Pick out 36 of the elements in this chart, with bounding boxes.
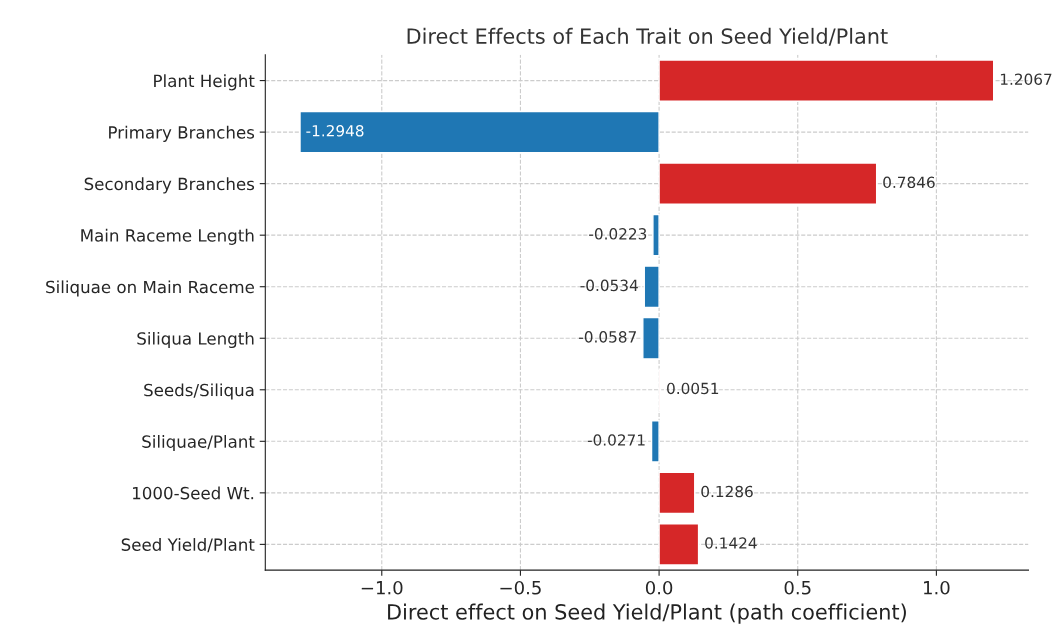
data-label: 0.1286: [701, 485, 753, 498]
bar: [642, 316, 660, 360]
bar: [658, 471, 696, 515]
y-tick-label: Siliquae on Main Raceme: [46, 280, 254, 297]
data-label: 0.7846: [883, 176, 935, 189]
y-tick-label: Siliqua Length: [137, 331, 254, 349]
chart-title: Direct Effects of Each Trait on Seed Yield/Plant: [407, 27, 888, 46]
bar: [658, 162, 878, 205]
bar: [650, 420, 660, 463]
data-label: -0.0223: [589, 228, 647, 240]
bar: [652, 213, 660, 257]
y-tick-label: Siliquae/Plant: [142, 434, 255, 452]
x-tick-label: 0.5: [784, 580, 811, 595]
y-tick-label: Primary Branches: [109, 125, 255, 142]
y-tick-label: 1000-Seed Wt.: [133, 486, 254, 500]
bar: [658, 523, 700, 566]
y-tick-label: Main Raceme Length: [81, 228, 254, 245]
data-label: -1.2948: [306, 124, 364, 137]
bar: [299, 110, 660, 154]
y-tick-label: Seed Yield/Plant: [121, 538, 255, 553]
x-tick-label: 1.0: [924, 580, 950, 595]
data-label: 0.1424: [705, 537, 757, 549]
x-tick-label: −0.5: [500, 580, 541, 595]
data-label: -0.0271: [587, 434, 645, 446]
y-tick-label: Secondary Branches: [84, 177, 255, 194]
x-tick-label: 0.0: [645, 580, 673, 595]
bar: [658, 59, 995, 102]
data-label: -0.0587: [579, 331, 636, 343]
y-tick-label: Plant Height: [154, 74, 255, 91]
data-label: 1.2067: [1000, 73, 1052, 86]
x-tick-label: −1.0: [361, 580, 403, 595]
y-tick-label: Seeds/Siliqua: [144, 383, 254, 400]
data-label: -0.0534: [580, 279, 638, 292]
x-axis-title: Direct effect on Seed Yield/Plant (path coefficient): [388, 603, 906, 624]
data-label: 0.0051: [667, 382, 719, 395]
bar: [643, 265, 660, 309]
